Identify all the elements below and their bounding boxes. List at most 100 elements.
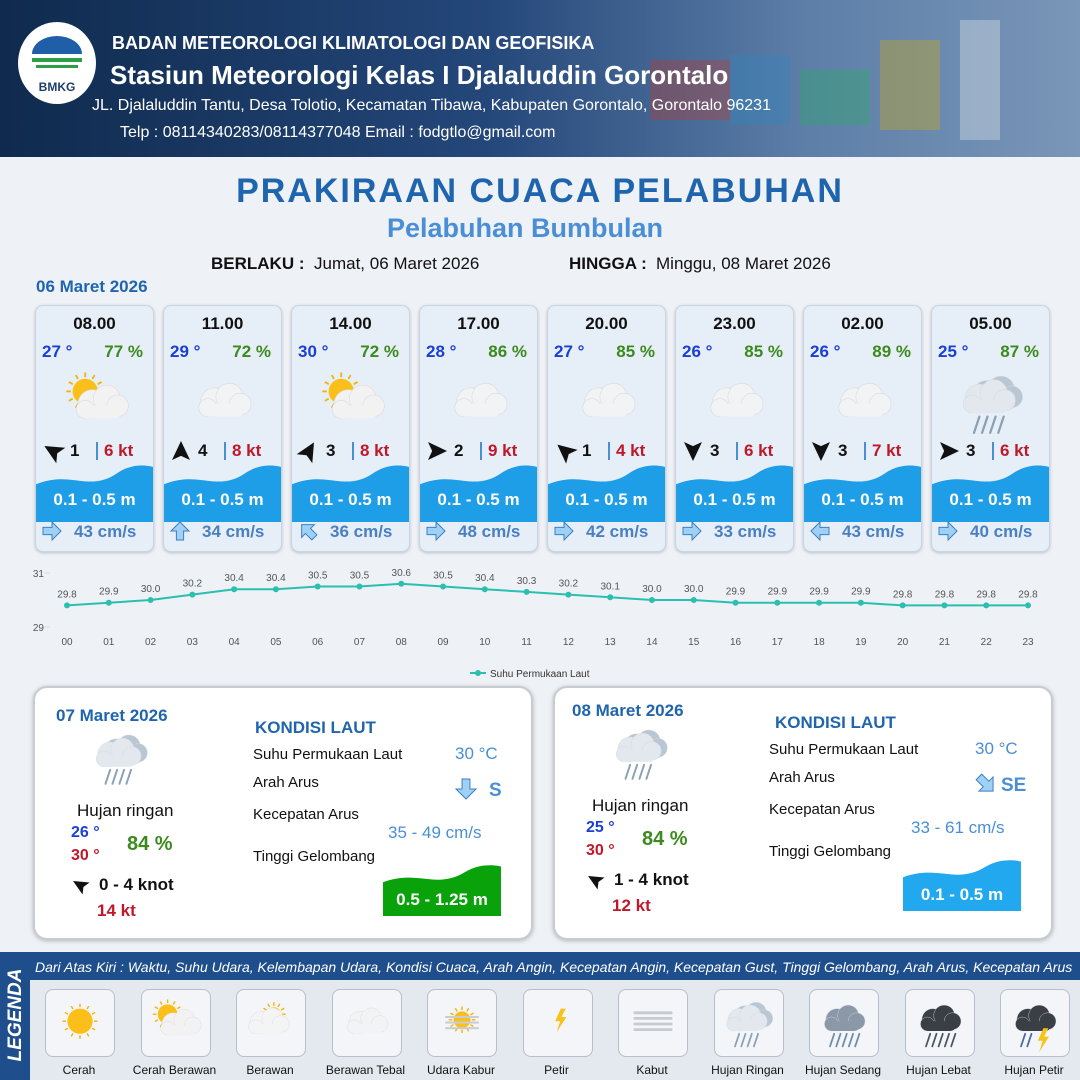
current-arrow	[454, 778, 478, 800]
icon-group	[554, 1008, 566, 1033]
cloud-part	[458, 404, 500, 417]
wave	[420, 465, 537, 522]
panel-humidity: 84 %	[642, 828, 688, 850]
icon-group	[248, 1002, 290, 1035]
sea-title: KONDISI LAUT	[775, 713, 896, 732]
x-tick-label: 17	[772, 637, 784, 648]
legend: LEGENDA Dari Atas Kiri : Waktu, Suhu Udar…	[0, 952, 1080, 1080]
x-tick-label: 22	[981, 637, 993, 648]
legend-label: Suhu Permukaan Laut	[490, 669, 590, 680]
sun-ray	[159, 1001, 163, 1005]
card-gust: 9 kt	[488, 441, 518, 460]
icon-group	[615, 729, 668, 780]
rain	[949, 1032, 956, 1048]
sst-value-label: 30.4	[266, 573, 286, 584]
sun-ray	[70, 1032, 74, 1037]
cloud-part	[1018, 1021, 1051, 1031]
wind-arrow	[940, 442, 959, 460]
card-wave: 0.1 - 0.5 m	[565, 490, 648, 509]
sun-ray	[172, 1001, 176, 1005]
wave	[383, 865, 501, 916]
icon-group	[66, 372, 129, 419]
icon-group	[824, 1004, 866, 1048]
panel-weather: Hujan ringan	[592, 796, 689, 815]
card-wave: 0.1 - 0.5 m	[821, 490, 904, 509]
y-tick-label: 31	[33, 569, 45, 580]
x-tick-label: 13	[605, 637, 617, 648]
icon-group	[962, 375, 1023, 434]
card-current: 43 cm/s	[842, 522, 905, 541]
card-humidity: 86 %	[488, 342, 527, 361]
legend-tile	[522, 989, 593, 1057]
sst-point	[314, 583, 321, 590]
sst-value-label: 30.0	[642, 584, 662, 595]
card-wave: 0.1 - 0.5 m	[53, 490, 136, 509]
separator	[992, 442, 994, 460]
sea-wave: 0.5 - 1.25 m	[396, 890, 488, 909]
weather-icon	[445, 1006, 479, 1034]
x-tick-label: 01	[103, 637, 115, 648]
x-tick-label: 08	[396, 637, 408, 648]
bolt	[1037, 1028, 1049, 1052]
sun-ray	[97, 381, 103, 385]
sun-ray	[324, 397, 330, 402]
sst-value-label: 30.2	[559, 579, 579, 590]
legend-tile	[1000, 989, 1070, 1057]
current-arrow-shape	[454, 778, 478, 800]
current-arrow-shape	[426, 520, 446, 542]
header: BMKG BADAN METEOROLOGI KLIMATOLOGI DAN GE…	[0, 0, 1080, 157]
rain	[645, 763, 653, 780]
legend-tile	[618, 989, 688, 1057]
rain	[835, 1032, 842, 1048]
x-tick-label: 16	[730, 637, 742, 648]
sst-point	[1025, 602, 1031, 609]
panel-temp-max: 30 °	[586, 842, 615, 859]
x-tick-label: 04	[229, 637, 241, 648]
forecast-card: 08.00 27 ° 77 % 1 6 kt 0.1 - 0.5 m 43 cm/s	[35, 305, 154, 552]
cloud-part	[966, 400, 1009, 413]
sst-point	[523, 588, 530, 595]
wind-arrow	[557, 444, 578, 464]
logo-text: BMKG	[38, 80, 76, 94]
sun-ray	[450, 1024, 454, 1028]
wave-shape	[676, 465, 793, 522]
header-decor	[650, 60, 730, 120]
wave	[36, 465, 153, 522]
sst-value-label: 30.4	[475, 573, 495, 584]
rain	[111, 768, 119, 785]
card-gust: 8 kt	[232, 441, 262, 460]
card-wave: 0.1 - 0.5 m	[309, 490, 392, 509]
sst-value-label: 29.9	[809, 587, 829, 598]
sst-value-label: 29.9	[851, 587, 871, 598]
card-wind: 3	[838, 441, 848, 460]
sun-ray	[91, 374, 96, 380]
cloud-part	[349, 1024, 382, 1034]
logo: BMKG	[18, 22, 96, 104]
cloud-part	[619, 750, 655, 762]
sst-point	[440, 583, 447, 590]
sun-ray	[86, 1032, 90, 1037]
legend-strip	[0, 952, 30, 1080]
validity-label: HINGGA :	[569, 254, 647, 273]
wind-arrow-shape	[812, 442, 830, 461]
panel-weather: Hujan ringan	[77, 801, 174, 820]
weather-icon	[615, 729, 668, 780]
weather-icon	[824, 1004, 866, 1048]
forecast-card: 14.00 30 ° 72 % 3 8 kt 0.1 - 0.5 m 36 cm/s	[291, 305, 410, 552]
current-arrow	[301, 524, 318, 541]
card-current: 40 cm/s	[970, 522, 1033, 541]
sea-label: Arah Arus	[769, 769, 835, 786]
icon-group	[582, 383, 636, 417]
legend-tile	[713, 989, 784, 1057]
wind-arrow-shape	[428, 442, 447, 460]
sun-ray	[263, 1007, 267, 1011]
icon-group	[725, 1002, 773, 1048]
weather-icon	[66, 372, 129, 419]
x-tick-label: 03	[187, 637, 199, 648]
weather-icon	[962, 375, 1023, 434]
sst-point	[64, 602, 70, 609]
sst-value-label: 30.0	[141, 584, 161, 595]
weather-icon	[322, 372, 385, 419]
sst-line	[66, 582, 1028, 607]
sea-label: Suhu Permukaan Laut	[253, 746, 403, 763]
